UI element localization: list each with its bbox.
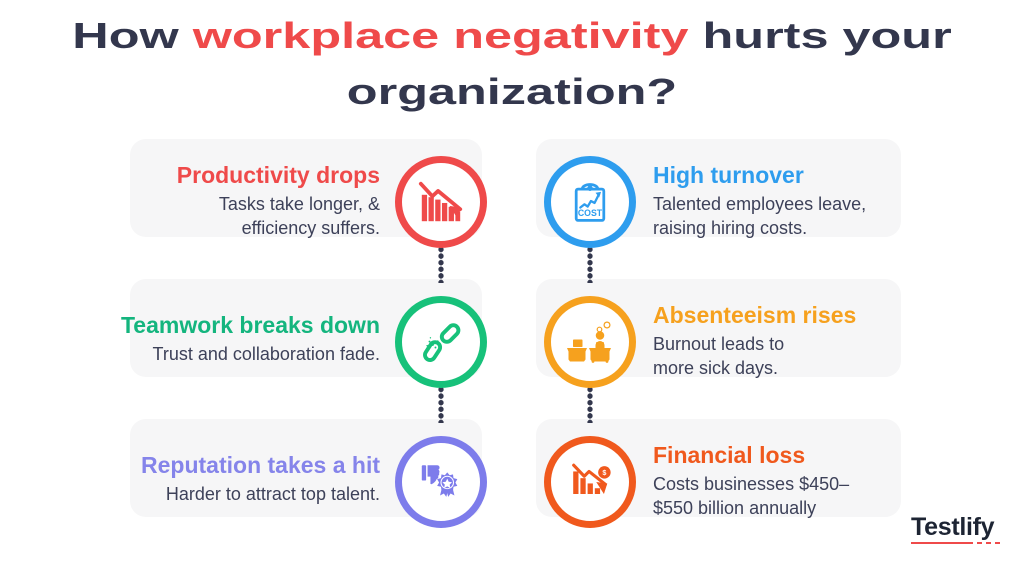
svg-text:COST: COST xyxy=(578,208,603,218)
svg-text:$: $ xyxy=(602,468,606,477)
